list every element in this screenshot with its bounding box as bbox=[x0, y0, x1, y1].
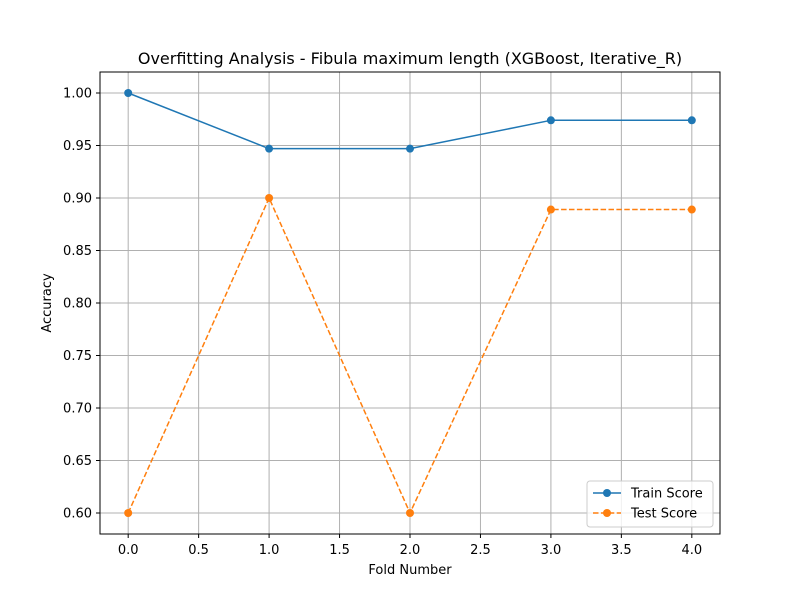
x-tick-label: 0.5 bbox=[188, 543, 209, 558]
x-tick-label: 3.0 bbox=[541, 543, 562, 558]
y-tick-label: 0.95 bbox=[63, 139, 92, 154]
x-tick-label: 1.0 bbox=[259, 543, 280, 558]
y-tick-label: 0.65 bbox=[63, 454, 92, 469]
x-tick-label: 3.5 bbox=[611, 543, 632, 558]
y-tick-label: 0.85 bbox=[63, 244, 92, 259]
axis-ticks: 0.0 0.5 1.0 1.5 2.0 2.5 3.0 3.5 4.0 0.60 0.65 0.70 0… bbox=[63, 87, 702, 559]
train-score-point bbox=[406, 144, 414, 153]
x-tick-label: 2.0 bbox=[400, 543, 421, 558]
chart-title: Overfitting Analysis - Fibula maximum le… bbox=[138, 49, 682, 69]
y-axis-label: Accuracy bbox=[40, 273, 55, 333]
test-score-point bbox=[124, 509, 133, 517]
legend: Train Score Test Score bbox=[586, 480, 714, 528]
train-score-legend-label: Train Score bbox=[630, 487, 703, 502]
y-tick-label: 0.90 bbox=[63, 192, 92, 207]
x-tick-label: 1.5 bbox=[329, 543, 350, 558]
train-score-point bbox=[546, 116, 555, 125]
y-tick-label: 0.60 bbox=[63, 507, 92, 522]
x-tick-label: 2.5 bbox=[470, 543, 491, 558]
y-tick-label: 0.70 bbox=[63, 402, 92, 417]
y-tick-label: 0.80 bbox=[63, 297, 92, 312]
y-tick-label: 1.00 bbox=[63, 87, 92, 102]
x-tick-label: 0.0 bbox=[118, 543, 139, 558]
test-score-point bbox=[265, 194, 274, 202]
test-score-point bbox=[687, 205, 696, 214]
x-axis-label: Fold Number bbox=[368, 563, 452, 578]
train-score-legend-marker bbox=[603, 489, 611, 497]
train-score-point bbox=[687, 116, 696, 125]
train-score-point bbox=[124, 89, 133, 97]
train-score-point bbox=[265, 144, 274, 153]
y-tick-label: 0.75 bbox=[63, 349, 92, 364]
test-score-legend-label: Test Score bbox=[630, 507, 697, 522]
series-layer bbox=[124, 89, 696, 517]
test-score-point bbox=[546, 205, 555, 214]
grid-lines bbox=[100, 72, 720, 534]
test-score-legend-marker bbox=[603, 509, 611, 517]
test-score-point bbox=[406, 509, 414, 517]
x-tick-label: 4.0 bbox=[681, 543, 702, 558]
